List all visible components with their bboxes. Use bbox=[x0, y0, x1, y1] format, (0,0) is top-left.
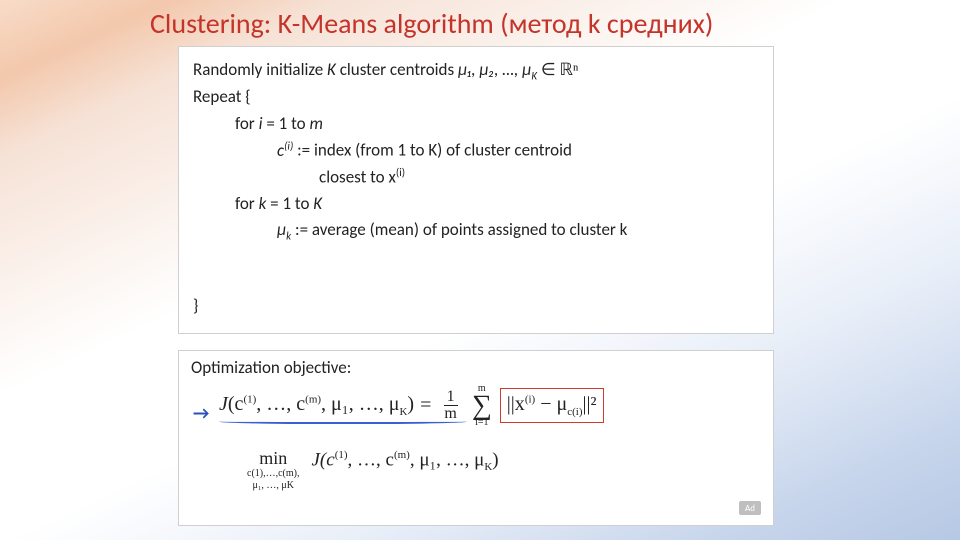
txt: − μ bbox=[535, 393, 567, 415]
mu: μ bbox=[277, 219, 286, 240]
min: min bbox=[259, 449, 287, 467]
under2: μ₁, …, μK bbox=[253, 481, 294, 491]
algorithm-text: Randomly initialize K cluster centroids … bbox=[193, 57, 759, 319]
sig-bot: i=1 bbox=[475, 418, 488, 427]
Rn: ℝⁿ bbox=[560, 60, 579, 79]
txt: := index (from 1 to K) of cluster centro… bbox=[293, 140, 572, 161]
sigma-symbol: ∑ bbox=[472, 393, 492, 418]
var-K: K bbox=[327, 59, 336, 80]
mus: μ₁, μ₂, …, μ bbox=[458, 59, 531, 80]
min-formula: min c(1),…,c(m), μ₁, …, μK J(c(1), …, c(… bbox=[247, 449, 761, 491]
objective-box: Optimization objective: → J(c(1), …, c(m… bbox=[178, 350, 774, 526]
algo-line-for-i: for i = 1 to m bbox=[193, 111, 759, 137]
red-highlight-box: ||x(i) − μc(i)||² bbox=[500, 388, 604, 423]
equals: = bbox=[420, 394, 431, 417]
min-args: J(c(1), …, c(m), μ₁, …, μK) bbox=[311, 449, 498, 473]
txt: (c bbox=[228, 393, 244, 415]
txt: J(c bbox=[311, 450, 334, 471]
ad-badge: Ad bbox=[739, 501, 761, 515]
algo-line-repeat: Repeat { bbox=[193, 84, 759, 110]
objective-label: Optimization objective: bbox=[191, 357, 761, 378]
txt: ) bbox=[492, 450, 498, 471]
algo-line-mean: μk := average (mean) of points assigned … bbox=[193, 217, 759, 244]
txt: ||² bbox=[582, 393, 596, 415]
txt: , …, c bbox=[348, 450, 394, 471]
txt: for i = 1 to m bbox=[235, 113, 323, 134]
txt: closest to x bbox=[319, 167, 396, 188]
J-formula-wrap: → J(c(1), …, c(m), μ₁, …, μK) = 1 m m ∑ … bbox=[219, 384, 761, 427]
sup: (i) bbox=[284, 139, 293, 152]
sup: (i) bbox=[396, 166, 405, 179]
num: 1 bbox=[444, 389, 458, 406]
algo-line-close: } bbox=[193, 293, 759, 319]
min-operator: min c(1),…,c(m), μ₁, …, μK bbox=[247, 449, 299, 491]
txt: ) bbox=[407, 393, 414, 415]
txt: , μ₁, …, μ bbox=[321, 393, 399, 415]
algo-line-closest: closest to x(i) bbox=[193, 164, 759, 191]
txt: ||x bbox=[507, 393, 525, 415]
algo-line-init: Randomly initialize K cluster centroids … bbox=[193, 57, 759, 84]
txt: cluster centroids bbox=[336, 59, 458, 80]
sigma: m ∑ i=1 bbox=[472, 384, 492, 427]
spacer bbox=[193, 245, 759, 293]
sup: (i) bbox=[525, 393, 535, 405]
sub: c(i) bbox=[567, 406, 582, 418]
txt: , μ₁, …, μ bbox=[410, 450, 485, 471]
sup: (1) bbox=[335, 449, 348, 461]
sup: (m) bbox=[305, 393, 321, 405]
algo-line-assign: c(i) := index (from 1 to K) of cluster c… bbox=[193, 137, 759, 164]
slide-title: Clustering: K-Means algorithm (метод k с… bbox=[150, 6, 713, 41]
arrow-icon: → bbox=[193, 402, 209, 424]
txt: := average (mean) of points assigned to … bbox=[291, 219, 627, 240]
txt: Randomly initialize bbox=[193, 59, 327, 80]
txt: , …, c bbox=[256, 393, 305, 415]
sup: (1) bbox=[243, 393, 256, 405]
algo-line-for-k: for k = 1 to K bbox=[193, 191, 759, 217]
txt: for k = 1 to K bbox=[235, 193, 322, 214]
J-args: J(c(1), …, c(m), μ₁, …, μK) bbox=[219, 393, 414, 418]
J: J bbox=[219, 393, 228, 415]
underline-annotation bbox=[219, 418, 467, 424]
txt: ∈ bbox=[537, 59, 560, 80]
under1: c(1),…,c(m), bbox=[247, 469, 299, 479]
algorithm-box: Randomly initialize K cluster centroids … bbox=[178, 46, 774, 334]
J-formula: J(c(1), …, c(m), μ₁, …, μK) = 1 m m ∑ i=… bbox=[219, 384, 761, 427]
sup: (m) bbox=[394, 449, 410, 461]
